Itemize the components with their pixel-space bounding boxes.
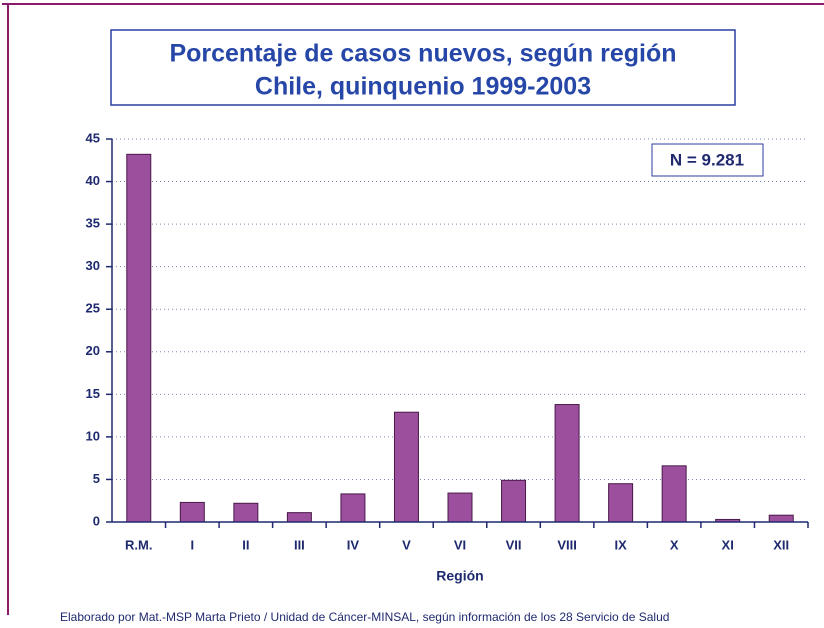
annotation: N = 9.281 xyxy=(670,150,744,169)
annotation-box xyxy=(651,143,764,177)
bar xyxy=(286,512,312,523)
source-note: Elaborado por Mat.-MSP Marta Prieto / Un… xyxy=(60,610,669,624)
x-tick-label: IV xyxy=(347,537,360,552)
x-tick-label: X xyxy=(670,537,679,552)
bar xyxy=(393,411,419,523)
y-tick-label: 25 xyxy=(86,301,100,316)
x-tick-label: VI xyxy=(454,537,466,552)
x-tick-label: VII xyxy=(506,537,522,552)
x-tick-label: VIII xyxy=(557,537,577,552)
x-tick-label: II xyxy=(242,537,249,552)
bar xyxy=(447,492,473,523)
x-tick-label: I xyxy=(190,537,194,552)
bar xyxy=(340,493,366,523)
bar xyxy=(661,465,687,523)
y-tick-label: 0 xyxy=(93,513,100,528)
bar xyxy=(126,153,152,523)
x-tick-label: XI xyxy=(722,537,734,552)
x-tick-label: III xyxy=(294,537,305,552)
x-tick-label: IX xyxy=(614,537,627,552)
bar xyxy=(554,404,580,523)
y-tick-label: 20 xyxy=(86,343,100,358)
y-tick-label: 30 xyxy=(86,258,100,273)
bar xyxy=(768,514,794,523)
title-box xyxy=(110,29,736,106)
bar xyxy=(233,502,259,523)
x-tick-label: R.M. xyxy=(125,537,152,552)
y-tick-label: 5 xyxy=(93,471,100,486)
x-tick-label: XII xyxy=(773,537,789,552)
y-tick-label: 40 xyxy=(86,173,100,188)
bar xyxy=(501,479,527,523)
bar xyxy=(179,501,205,523)
y-tick-label: 10 xyxy=(86,428,100,443)
x-axis-label: Región xyxy=(436,568,483,584)
x-tick-label: V xyxy=(402,537,411,552)
chart-subtitle: Chile, quinquenio 1999-2003 xyxy=(255,73,591,101)
y-tick-label: 35 xyxy=(86,216,100,231)
y-tick-label: 45 xyxy=(86,130,100,145)
bar xyxy=(608,483,634,523)
chart-title: Porcentaje de casos nuevos, según región xyxy=(169,40,676,68)
y-tick-label: 15 xyxy=(86,386,100,401)
